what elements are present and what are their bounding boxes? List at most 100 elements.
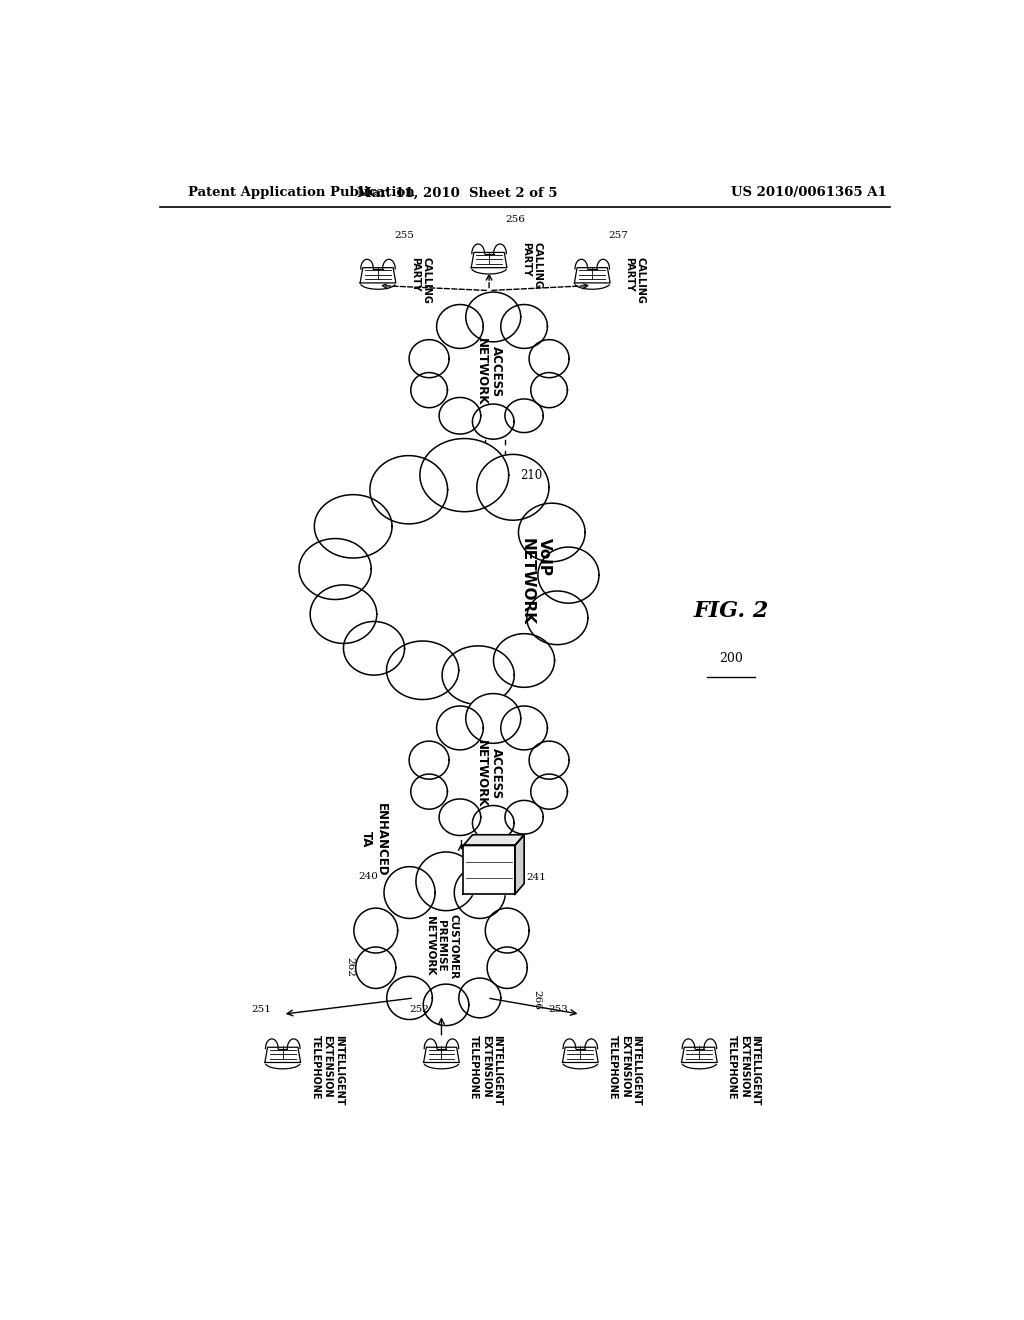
Polygon shape [472,404,514,440]
Polygon shape [370,455,447,524]
Text: CALLING
PARTY: CALLING PARTY [410,257,431,304]
Polygon shape [477,454,549,520]
Polygon shape [346,483,568,667]
Polygon shape [411,774,447,809]
Polygon shape [485,908,529,953]
Polygon shape [387,642,459,700]
Text: INTELLIGENT
EXTENSION
TELEPHONE: INTELLIGENT EXTENSION TELEPHONE [469,1035,503,1105]
Polygon shape [538,546,599,603]
Polygon shape [466,292,521,342]
Polygon shape [505,800,544,834]
Text: 252: 252 [410,1006,430,1014]
Text: INTELLIGENT
EXTENSION
TELEPHONE: INTELLIGENT EXTENSION TELEPHONE [608,1035,641,1105]
Polygon shape [387,977,432,1019]
Text: FIG. 2: FIG. 2 [693,599,769,622]
Text: INTELLIGENT
EXTENSION
TELEPHONE: INTELLIGENT EXTENSION TELEPHONE [310,1035,344,1105]
Text: 251: 251 [251,1006,270,1014]
Text: ACCESS
NETWORK: ACCESS NETWORK [475,338,503,405]
Polygon shape [682,1047,717,1063]
Text: INTELLIGENT
EXTENSION
TELEPHONE: INTELLIGENT EXTENSION TELEPHONE [727,1035,761,1105]
Text: 200: 200 [719,652,743,664]
Polygon shape [463,846,515,894]
Polygon shape [442,645,514,705]
Text: VoIP
NETWORK: VoIP NETWORK [520,537,552,624]
Polygon shape [487,946,527,989]
Polygon shape [418,319,560,425]
Polygon shape [585,1039,598,1048]
Polygon shape [472,805,514,841]
Text: Mar. 11, 2010  Sheet 2 of 5: Mar. 11, 2010 Sheet 2 of 5 [357,186,558,199]
Polygon shape [423,985,469,1026]
Polygon shape [439,799,480,836]
Polygon shape [494,634,555,688]
Text: 240: 240 [358,873,379,882]
Text: 261: 261 [442,554,452,576]
Polygon shape [360,259,374,269]
Polygon shape [299,539,372,599]
Polygon shape [455,867,506,919]
Text: 257: 257 [608,231,628,240]
Text: ENHANCED
TA: ENHANCED TA [360,803,388,876]
Polygon shape [265,1047,301,1063]
Text: 262: 262 [346,957,354,977]
Polygon shape [529,741,569,779]
Text: 210: 210 [520,469,542,482]
Text: CALLING
PARTY: CALLING PARTY [624,257,645,304]
Polygon shape [466,693,521,743]
Polygon shape [463,834,524,846]
Polygon shape [446,1039,459,1048]
Polygon shape [355,946,396,989]
Polygon shape [436,706,483,750]
Polygon shape [530,372,567,408]
Polygon shape [703,1039,717,1048]
Polygon shape [314,495,392,558]
Polygon shape [416,851,476,911]
Polygon shape [574,268,610,282]
Polygon shape [563,1039,575,1048]
Text: 241: 241 [526,873,547,882]
Text: 253: 253 [549,1006,568,1014]
Polygon shape [288,1039,300,1048]
Polygon shape [411,372,447,408]
Polygon shape [410,741,450,779]
Text: 266: 266 [532,990,542,1010]
Text: US 2010/0061365 A1: US 2010/0061365 A1 [731,186,887,199]
Polygon shape [360,268,396,282]
Polygon shape [459,978,501,1018]
Polygon shape [471,252,507,268]
Text: Patent Application Publication: Patent Application Publication [187,186,415,199]
Text: 264: 264 [436,993,445,1012]
Polygon shape [597,259,609,269]
Polygon shape [383,259,395,269]
Polygon shape [436,305,483,348]
Text: 256: 256 [505,215,525,224]
Polygon shape [682,1039,695,1048]
Polygon shape [420,438,509,512]
Polygon shape [424,1047,460,1063]
Polygon shape [530,774,567,809]
Text: ACCESS
NETWORK: ACCESS NETWORK [475,739,503,807]
Text: CALLING
PARTY: CALLING PARTY [521,242,543,289]
Polygon shape [562,1047,598,1063]
Polygon shape [424,1039,437,1048]
Polygon shape [518,503,585,562]
Text: 263: 263 [468,564,477,583]
Polygon shape [526,591,588,644]
Polygon shape [418,721,560,826]
Polygon shape [354,908,397,953]
Polygon shape [501,305,548,348]
Polygon shape [494,244,506,253]
Polygon shape [575,259,588,269]
Polygon shape [364,884,519,1008]
Text: 255: 255 [394,231,414,240]
Polygon shape [265,1039,279,1048]
Polygon shape [310,585,377,643]
Polygon shape [515,834,524,894]
Polygon shape [384,867,435,919]
Polygon shape [501,706,548,750]
Text: CUSTOMER
PREMISE
NETWORK: CUSTOMER PREMISE NETWORK [425,913,458,978]
Text: 265: 265 [507,570,515,590]
Polygon shape [472,244,484,253]
Polygon shape [505,399,544,433]
Polygon shape [343,622,404,675]
